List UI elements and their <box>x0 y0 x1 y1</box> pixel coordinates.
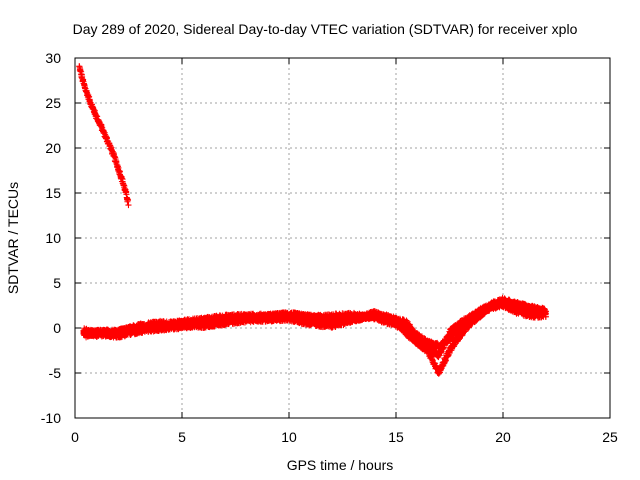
series-trace-c <box>80 299 549 351</box>
data-point <box>125 196 132 203</box>
data-point <box>115 164 122 171</box>
data-point <box>113 159 120 166</box>
series-early-decline <box>76 63 132 209</box>
grid <box>75 58 610 418</box>
data-point <box>442 357 449 364</box>
data-point <box>125 202 132 209</box>
data-points <box>76 63 549 377</box>
data-point <box>94 113 101 120</box>
